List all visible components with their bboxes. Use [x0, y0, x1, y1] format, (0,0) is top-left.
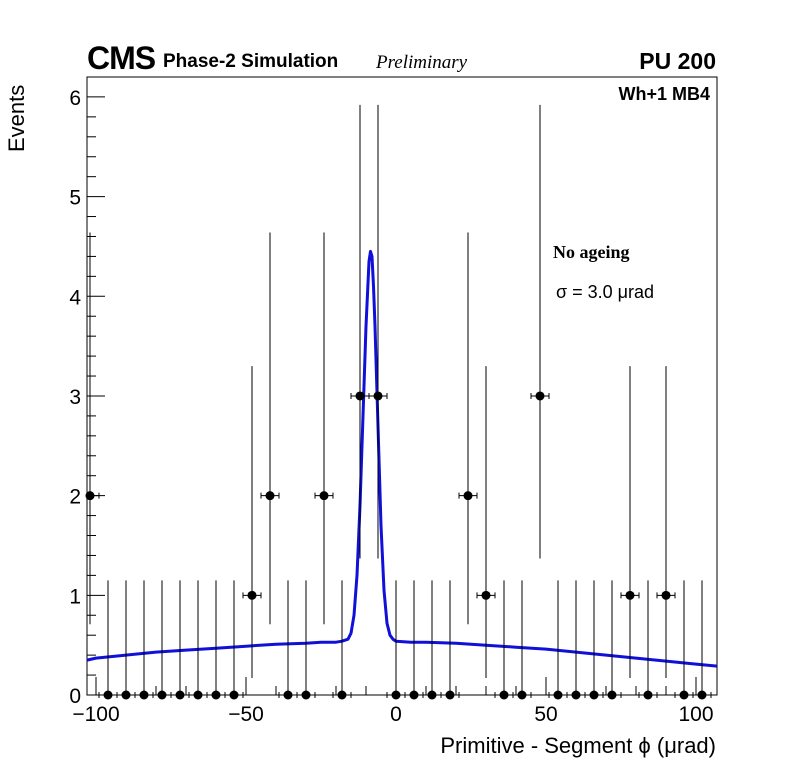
data-point [476, 366, 496, 679]
marker [661, 590, 671, 600]
plot-frame [86, 76, 718, 696]
data-point [638, 580, 658, 700]
data-point [674, 580, 694, 700]
x-tick-label: 100 [678, 703, 713, 726]
marker [265, 491, 275, 501]
data-points [85, 104, 712, 700]
marker [553, 690, 563, 700]
data-point [242, 366, 262, 679]
y-axis-title: Events [4, 84, 29, 152]
simulation-label: Phase-2 Simulation [163, 51, 339, 72]
marker [481, 590, 491, 600]
data-point [404, 580, 424, 700]
marker [643, 690, 653, 700]
marker [337, 690, 347, 700]
marker [319, 491, 329, 501]
marker [499, 690, 509, 700]
marker [157, 690, 167, 700]
marker [103, 690, 113, 700]
marker [409, 690, 419, 700]
marker [85, 491, 95, 501]
status-label: Preliminary [376, 52, 468, 73]
pileup-label: PU 200 [639, 48, 716, 74]
marker [193, 690, 203, 700]
marker [535, 391, 545, 401]
marker [283, 690, 293, 700]
data-point [602, 580, 622, 700]
data-point [440, 580, 460, 700]
data-point [422, 580, 442, 700]
data-point [620, 366, 640, 679]
fit-line [86, 249, 718, 668]
marker [463, 491, 473, 501]
data-point [566, 580, 586, 700]
data-point [85, 232, 100, 625]
data-point [170, 580, 190, 700]
marker [139, 690, 149, 700]
data-point [98, 580, 118, 700]
data-point [494, 580, 514, 700]
marker [697, 690, 707, 700]
data-point [512, 580, 532, 700]
x-tick-label: −100 [72, 703, 119, 726]
marker [517, 690, 527, 700]
marker [301, 690, 311, 700]
data-point [314, 232, 334, 625]
x-tick-label: 0 [390, 703, 402, 726]
x-tick-label: 50 [534, 703, 557, 726]
data-point [656, 366, 676, 679]
sigma-label: σ = 3.0 μrad [556, 282, 655, 302]
marker [247, 590, 257, 600]
x-axis: −100 −50 0 50 100 [72, 677, 714, 726]
marker [391, 690, 401, 700]
data-point [116, 580, 136, 700]
condition-label: No ageing [553, 242, 630, 262]
data-point [530, 104, 550, 559]
data-point [386, 580, 406, 700]
marker [589, 690, 599, 700]
fit-curve [86, 249, 718, 668]
x-tick-label: −50 [228, 703, 264, 726]
data-point [188, 580, 208, 700]
data-point [584, 580, 604, 700]
marker [427, 690, 437, 700]
data-point [692, 580, 712, 700]
marker [229, 690, 239, 700]
y-tick-label: 6 [69, 87, 81, 110]
data-point [458, 232, 478, 625]
data-point [278, 580, 298, 700]
marker [679, 690, 689, 700]
data-point [296, 580, 316, 700]
data-point [206, 580, 226, 700]
y-tick-label: 2 [69, 486, 81, 509]
marker [625, 590, 635, 600]
marker [571, 690, 581, 700]
y-tick-label: 4 [69, 286, 81, 309]
data-point [260, 232, 280, 625]
marker [211, 690, 221, 700]
y-tick-label: 0 [69, 685, 81, 708]
data-point [548, 580, 568, 700]
data-point [368, 104, 388, 559]
data-point [332, 580, 352, 700]
marker [607, 690, 617, 700]
experiment-label: CMS [87, 40, 156, 76]
x-axis-title: Primitive - Segment ϕ (μrad) [440, 733, 716, 758]
data-point [134, 580, 154, 700]
marker [121, 690, 131, 700]
marker [175, 690, 185, 700]
marker [373, 391, 383, 401]
station-label: Wh+1 MB4 [618, 84, 710, 104]
y-tick-label: 3 [69, 386, 81, 409]
marker [355, 391, 365, 401]
y-tick-label: 5 [69, 187, 81, 210]
y-tick-label: 1 [69, 585, 81, 608]
data-point [152, 580, 172, 700]
marker [445, 690, 455, 700]
data-point [224, 580, 244, 700]
